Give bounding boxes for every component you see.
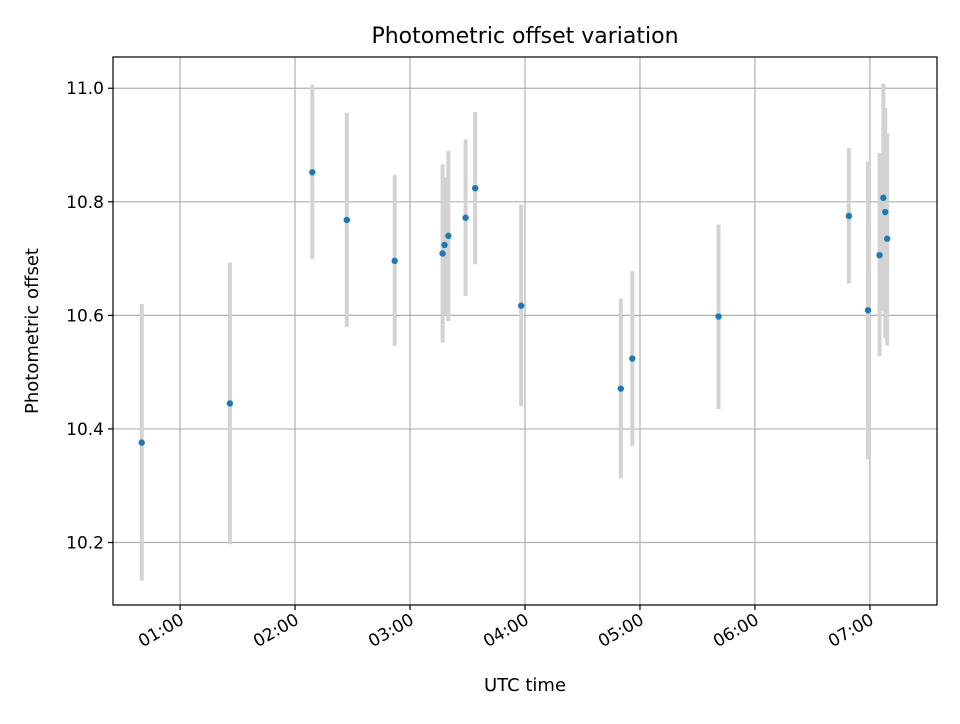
data-point xyxy=(343,216,350,224)
data-point xyxy=(138,439,145,446)
data-point xyxy=(880,194,887,202)
data-point xyxy=(441,241,448,249)
x-axis-label: UTC time xyxy=(484,675,566,696)
data-point xyxy=(309,169,316,176)
data-point xyxy=(715,313,722,320)
grid-lines xyxy=(113,57,937,605)
y-tick-label: 10.4 xyxy=(66,420,104,440)
y-axis-label: Photometric offset xyxy=(22,248,43,414)
data-point xyxy=(864,307,872,314)
y-tick-label: 10.6 xyxy=(66,306,104,326)
data-points xyxy=(138,169,891,446)
data-point xyxy=(226,400,234,407)
data-point xyxy=(462,214,469,221)
data-point xyxy=(882,208,889,216)
data-point xyxy=(391,257,398,265)
y-axis-ticks: 10.2 10.4 10.6 10.8 11.0 xyxy=(66,79,113,554)
data-point xyxy=(445,232,452,240)
y-tick-label: 11.0 xyxy=(66,79,104,99)
data-point xyxy=(617,385,625,392)
data-point xyxy=(471,184,479,192)
y-tick-label: 10.2 xyxy=(66,534,104,554)
data-point xyxy=(876,251,883,259)
data-point xyxy=(883,235,891,242)
data-point xyxy=(845,212,853,220)
data-point xyxy=(439,250,446,257)
data-point xyxy=(517,302,525,309)
data-point xyxy=(629,355,636,362)
chart-title: Photometric offset variation xyxy=(371,24,678,49)
y-tick-label: 10.8 xyxy=(66,193,104,213)
